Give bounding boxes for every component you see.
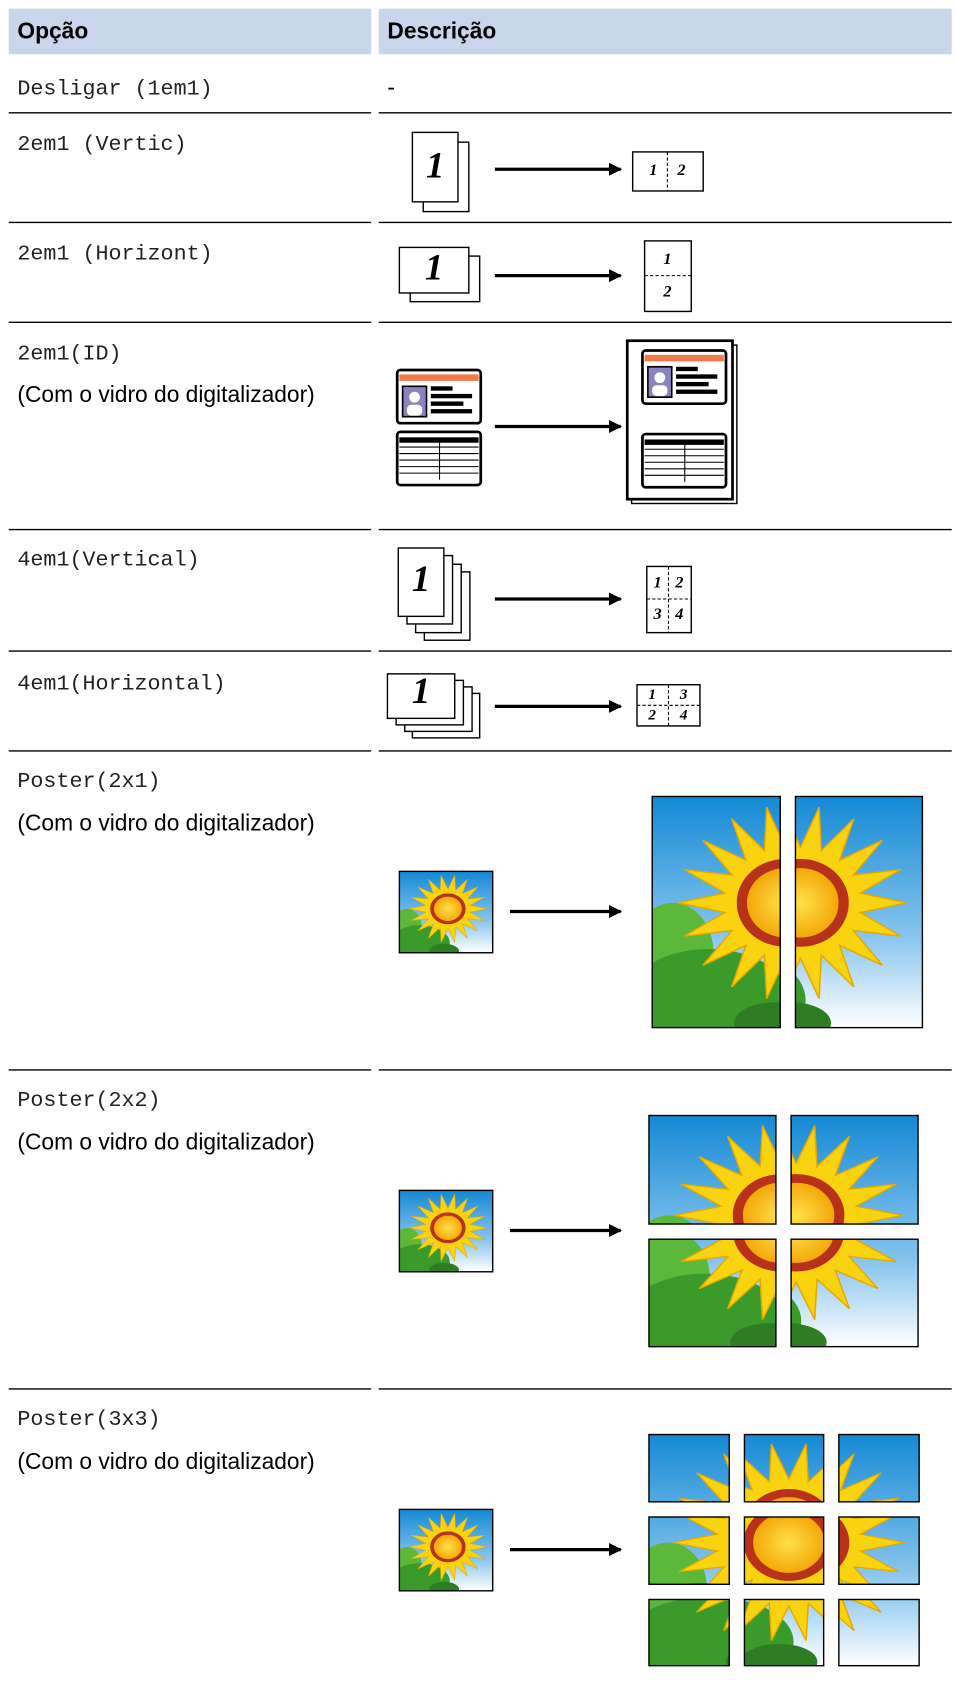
- illustration-id-part-part: [430, 393, 473, 399]
- poster-tile-border: [838, 1516, 920, 1586]
- poster-tile-border: [651, 795, 781, 1029]
- page-number: 1: [425, 247, 443, 288]
- poster-tile-border: [794, 795, 924, 1029]
- table-header-part: [378, 8, 952, 55]
- option: 4em1(Vertical): [17, 548, 199, 573]
- table-header: Opção Descrição: [8, 8, 952, 55]
- illustration-2in1-horizontal: 1 1 2: [398, 240, 692, 313]
- page-number: 3: [653, 605, 662, 623]
- arrows: [494, 162, 623, 1557]
- illustration-id-part-part: [406, 404, 423, 416]
- page-number: 2: [676, 161, 685, 179]
- page-number: 1: [648, 686, 656, 703]
- poster-tile-border: [648, 1114, 777, 1225]
- option: Poster(2x1): [17, 769, 160, 794]
- poster-tile-border: [743, 1433, 825, 1503]
- option: 2em1 (Vertic): [17, 132, 186, 157]
- illustration-id-part: [395, 430, 483, 487]
- option: Desligar (1em1): [17, 77, 212, 102]
- source-photo: [399, 1509, 493, 1591]
- header-option: Opção: [17, 18, 88, 44]
- poster-tile-border: [743, 1598, 825, 1667]
- illustration-4in1-vertical-part: [397, 547, 445, 618]
- illustration-id-part-part: [409, 391, 420, 403]
- poster-tile-border: [838, 1598, 920, 1667]
- illustration-2in1-horizontal-part: [398, 246, 470, 294]
- page-number: 1: [412, 558, 430, 599]
- page-number: 3: [679, 686, 688, 703]
- illustration-id-part-part: [430, 409, 473, 414]
- option: 2em1 (Horizont): [17, 242, 212, 267]
- source-photo: [399, 871, 493, 953]
- note: (Com o vidro do digitalizador): [17, 381, 314, 407]
- page-number: 2: [674, 574, 683, 592]
- header-description: Descrição: [387, 18, 496, 44]
- source-photo-border: [398, 1189, 494, 1273]
- option: 2em1(ID): [17, 341, 121, 366]
- illustration-2in1-vertical-part: [411, 131, 459, 203]
- illustration-4in1-horizontal-part: [386, 673, 456, 720]
- page-number: 1: [412, 670, 430, 711]
- page-number: 1: [663, 250, 671, 268]
- option: Poster(2x2): [17, 1088, 160, 1113]
- source-photo: [399, 1190, 493, 1272]
- note: (Com o vidro do digitalizador): [17, 1448, 314, 1474]
- row-separators: [8, 112, 952, 1390]
- illustration-id-part-part: [430, 386, 453, 391]
- illustration-id-part-part: [399, 374, 479, 381]
- illustration-id-part: [641, 349, 728, 406]
- page-number: 4: [674, 605, 683, 623]
- page-number: 2: [647, 707, 656, 724]
- poster-tile-border: [648, 1598, 730, 1667]
- illustration-id-part: [641, 432, 728, 489]
- source-photo-border: [398, 1508, 494, 1592]
- note: (Com o vidro do digitalizador): [17, 810, 314, 836]
- poster-tile-border: [838, 1433, 920, 1503]
- page-number: 1: [426, 145, 444, 186]
- source-photo-border: [398, 870, 494, 954]
- description: -: [387, 74, 395, 100]
- option-column: Desligar (1em1) - 2em1 (Vertic) 2em1 (Ho…: [17, 74, 395, 1474]
- illustration-4in1-horizontal: 1 1 3 2 4: [386, 670, 701, 739]
- page-number: 2: [662, 283, 671, 301]
- page-number: 1: [654, 574, 662, 592]
- page-number: 4: [679, 707, 688, 724]
- illustration-2in1-vertical: 1 1 2: [411, 131, 704, 213]
- poster-tile-border: [743, 1516, 825, 1586]
- poster-tile-border: [648, 1516, 730, 1586]
- illustration-4in1-vertical: 1 1 2 3 4: [397, 547, 692, 641]
- option: 4em1(Horizontal): [17, 671, 225, 696]
- table-header-part: [8, 8, 372, 55]
- note: (Com o vidro do digitalizador): [17, 1129, 314, 1155]
- option: Poster(3x3): [17, 1407, 160, 1432]
- poster-tile-border: [790, 1114, 919, 1225]
- illustration-id-part-part: [399, 437, 479, 443]
- poster-tile-border: [648, 1238, 777, 1348]
- poster-tile-border: [790, 1238, 919, 1348]
- illustration-id-part: [395, 368, 483, 425]
- poster-tile-border: [648, 1433, 730, 1503]
- illustration-posters: [398, 795, 924, 1667]
- illustration-id-part-part: [430, 401, 464, 406]
- illustration-id: [395, 339, 738, 505]
- page-number: 1: [649, 161, 657, 179]
